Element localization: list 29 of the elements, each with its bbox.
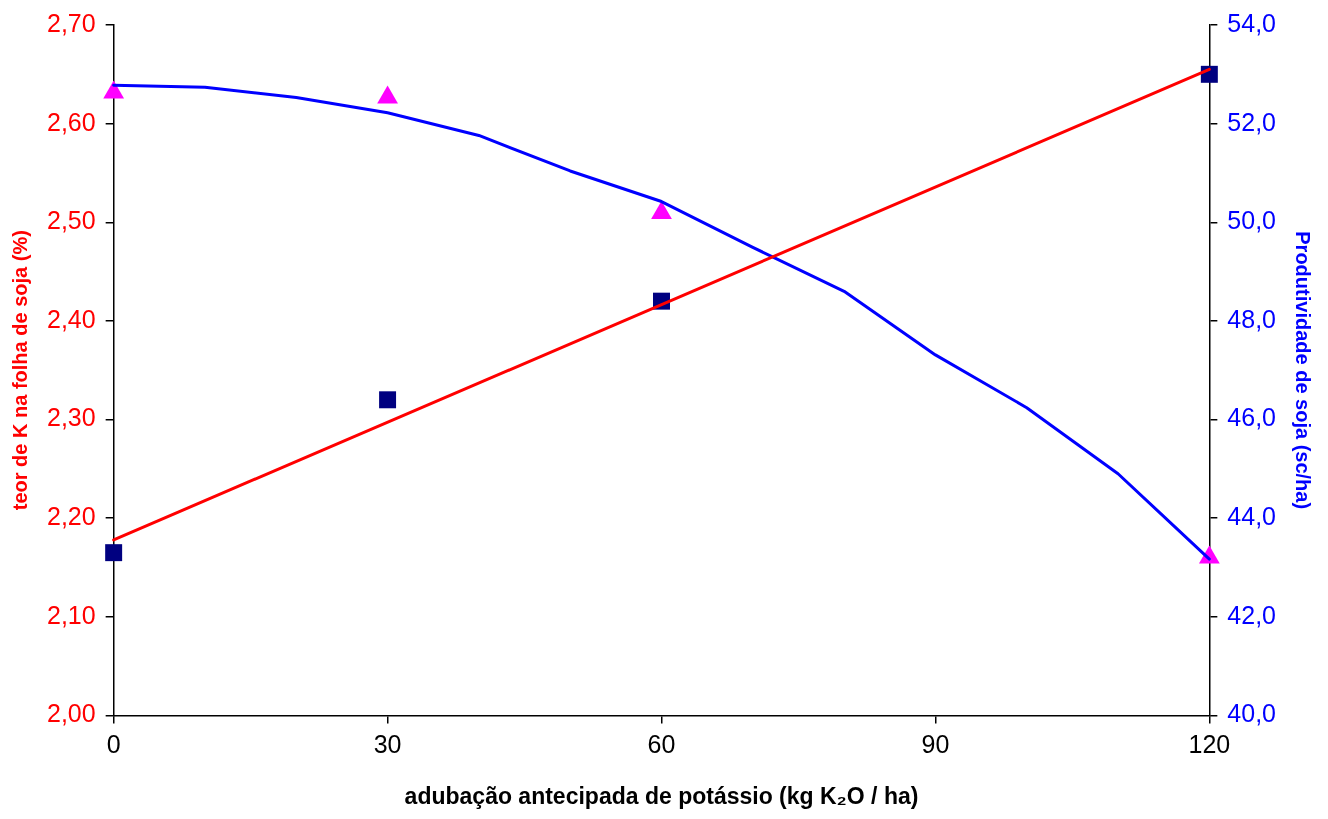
y2-tick-label: 50,0 [1227,206,1277,235]
x-tick-label: 0 [106,730,121,759]
y-tick-label: 2,20 [46,502,96,531]
x-axis-title: adubação antecipada de potássio (kg K₂O / ha) [404,782,919,809]
x-tick-label: 30 [373,730,402,759]
x-tick-label: 60 [647,730,676,759]
point [105,544,123,562]
y-axis-title: teor de K na folha de soja (%) [8,230,31,511]
y2-axis-title: Produtividade de soja (sc/ha) [1292,231,1315,510]
y-tick-label: 2,50 [46,206,96,235]
y-tick-label: 2,70 [46,8,96,37]
point [651,200,672,219]
y2-tick-label: 44,0 [1227,502,1277,531]
y2-tick-label: 48,0 [1227,304,1277,333]
y2-tick-label: 46,0 [1227,403,1277,432]
point [377,85,398,104]
x-tick-label: 90 [921,730,950,759]
y2-tick-label: 54,0 [1227,8,1277,37]
y2-tick-label: 52,0 [1227,107,1277,136]
y-tick-label: 2,30 [46,403,96,432]
y2-tick-label: 40,0 [1227,699,1277,728]
point [379,391,397,409]
y-tick-label: 2,10 [46,600,96,629]
y-tick-label: 2,60 [46,107,96,136]
y-tick-label: 2,00 [46,699,96,728]
x-tick-label: 120 [1188,730,1231,759]
y-tick-label: 2,40 [46,304,96,333]
y2-tick-label: 42,0 [1227,600,1277,629]
point [103,80,125,99]
